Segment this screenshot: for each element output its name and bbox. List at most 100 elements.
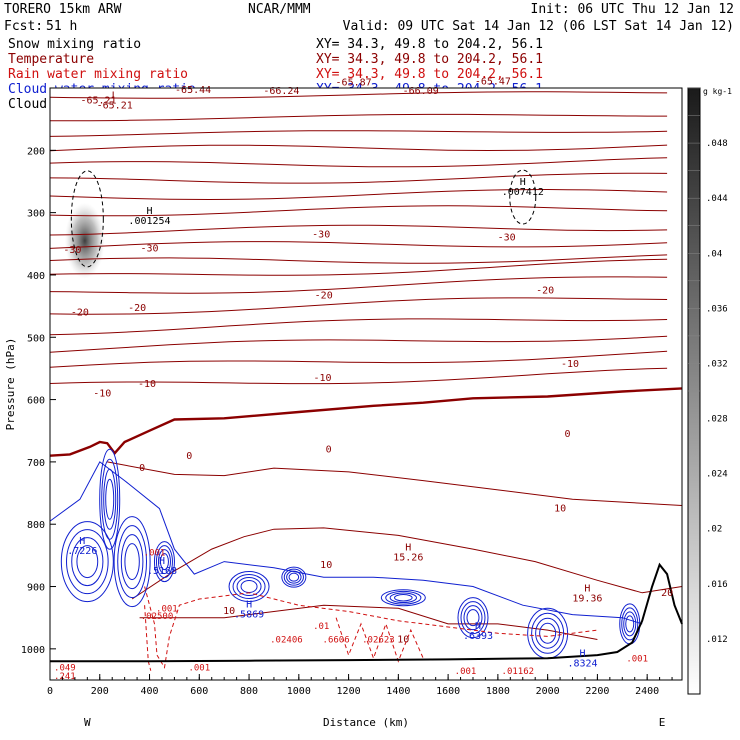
isotherm-label: -65.44 [175, 85, 211, 96]
init-time: Init: 06 UTC Thu 12 Jan 12 [531, 2, 735, 17]
y-tick-label: 1000 [21, 645, 45, 656]
x-tick-label: 1600 [436, 686, 460, 697]
colorbar-tick-label: .028 [706, 415, 728, 425]
cloud-water-contour [531, 612, 565, 654]
fcst-value: 51 h [46, 19, 77, 34]
colorbar-tick-label: .024 [706, 470, 728, 480]
isotherm-line [49, 258, 668, 276]
isotherm-line [49, 157, 668, 168]
y-tick-label: 600 [27, 396, 45, 407]
xy-range-text: XY= 34.3, 49.8 to 204.2, 56.1 [316, 37, 543, 52]
isotherm-label: 10 [397, 635, 409, 646]
cloud-water-contour [394, 594, 413, 602]
isotherm-label: -10 [138, 379, 156, 390]
cloud-water-contour [283, 568, 304, 586]
contour-value-label: .01 [313, 622, 329, 632]
contour-value-label: .02623 [362, 636, 395, 646]
contour-value-label: .02500 [141, 612, 174, 622]
isotherm-label: 0 [139, 463, 145, 474]
x-tick-label: 0 [47, 686, 53, 697]
isotherm-line [49, 254, 668, 264]
isotherm-line [139, 604, 598, 640]
colorbar-tick-label: .02 [706, 525, 722, 535]
isotherm-label: 0 [186, 451, 192, 462]
colorbar-tick-label: .032 [706, 359, 728, 369]
cloud-water-contour [236, 577, 262, 597]
east-end-label: E [659, 716, 666, 729]
cloud-water-contour [539, 622, 557, 644]
x-tick-label: 2400 [635, 686, 659, 697]
cloud-water-contour [623, 611, 637, 637]
isotherm-label: -65.47 [475, 76, 511, 87]
contour-value-label: .001 [188, 664, 210, 674]
y-tick-label: 700 [27, 458, 45, 469]
extremum-marker: H [579, 648, 585, 659]
isotherm-line [49, 318, 668, 336]
extremum-value: -65.21 [97, 101, 133, 112]
cloud-water-contour [120, 534, 144, 590]
cloud-water-contour [232, 574, 266, 600]
cloud-water-contour [625, 615, 635, 633]
cloud-water-contour [99, 448, 121, 550]
x-tick-label: 1200 [337, 686, 361, 697]
model-title: TORERO 15km ARW [4, 2, 122, 17]
x-tick-label: 1000 [287, 686, 311, 697]
isotherm-line [49, 367, 668, 385]
isotherm-label: -30 [140, 243, 158, 254]
contour-value-label: .001 [144, 548, 166, 558]
isotherm-label: -20 [71, 308, 89, 319]
cloud-water-contour [66, 529, 109, 595]
y-tick-label: 200 [27, 146, 45, 157]
cloud-water-contour [159, 553, 169, 571]
extremum-value: .8324 [567, 658, 597, 669]
y-tick-label: 400 [27, 271, 45, 282]
cloud-ice-contour [509, 169, 537, 225]
contour-value-label: .001 [455, 667, 477, 677]
isotherm-line [49, 350, 668, 368]
cloud-water-contour [157, 549, 171, 575]
isotherm-label: -20 [128, 303, 146, 314]
isotherm-line [49, 144, 668, 152]
cloud-water-contour [105, 478, 115, 520]
center-name: NCAR/MMM [248, 2, 311, 17]
axes: 0 200 400 600 800 1000 1200 1400 1600 1800 2000 220… [4, 146, 673, 729]
x-tick-label: 1800 [486, 686, 510, 697]
legend-entry: Rain water mixing ratio [8, 67, 188, 82]
isotherm-line [107, 461, 683, 506]
valid-time: Valid: 09 UTC Sat 14 Jan 12 (06 LST Sat … [343, 19, 734, 34]
colorbar-unit: g kg-1 [703, 87, 732, 96]
cloud-water-contour [60, 521, 114, 603]
cloud-water-contour [463, 605, 483, 631]
contour-value-label: .01162 [502, 667, 535, 677]
y-tick-label: 300 [27, 209, 45, 220]
contour-value-label: .001 [156, 605, 178, 615]
isotherm-label: -65.21 [80, 96, 116, 107]
isotherm-label: 10 [320, 560, 332, 571]
cloud-water-contour [155, 545, 173, 579]
extremum-marker: H [475, 621, 481, 632]
legend-entry: Temperature [8, 52, 94, 67]
cloud-water-contour [389, 592, 418, 604]
isotherm-line [49, 335, 668, 353]
isotherm-label: 0 [326, 445, 332, 456]
rain-water-contour [335, 617, 424, 663]
isotherm-label: -20 [536, 286, 554, 297]
extremum-value: .001254 [128, 216, 170, 227]
isotherm-label: -10 [313, 373, 331, 384]
colorbar-tick-label: .016 [706, 580, 728, 590]
y-tick-label: 900 [27, 583, 45, 594]
xy-range-text: XY= 34.3, 49.8 to 204.2, 56.1 [316, 67, 543, 82]
cloud-water-contour [76, 545, 99, 579]
colorbar-tick-label: .036 [706, 304, 728, 314]
isotherm-label: -10 [561, 359, 579, 370]
extremum-value: .6393 [463, 631, 493, 642]
cloud-water-contour [228, 571, 270, 603]
isotherm-label: -30 [312, 230, 330, 241]
plot-area: -65.21 -65.44 -66.24 -65.87 -66.09 -65.47 -30 -… [49, 76, 683, 682]
colorbar-tick-label: .044 [706, 194, 728, 204]
isotherm-label: 10 [223, 606, 235, 617]
isotherm-label: 10 [554, 504, 566, 515]
isotherm-label: -66.09 [403, 86, 439, 97]
isotherm-label: 20 [661, 588, 673, 599]
cloud-water-contour [281, 566, 307, 588]
